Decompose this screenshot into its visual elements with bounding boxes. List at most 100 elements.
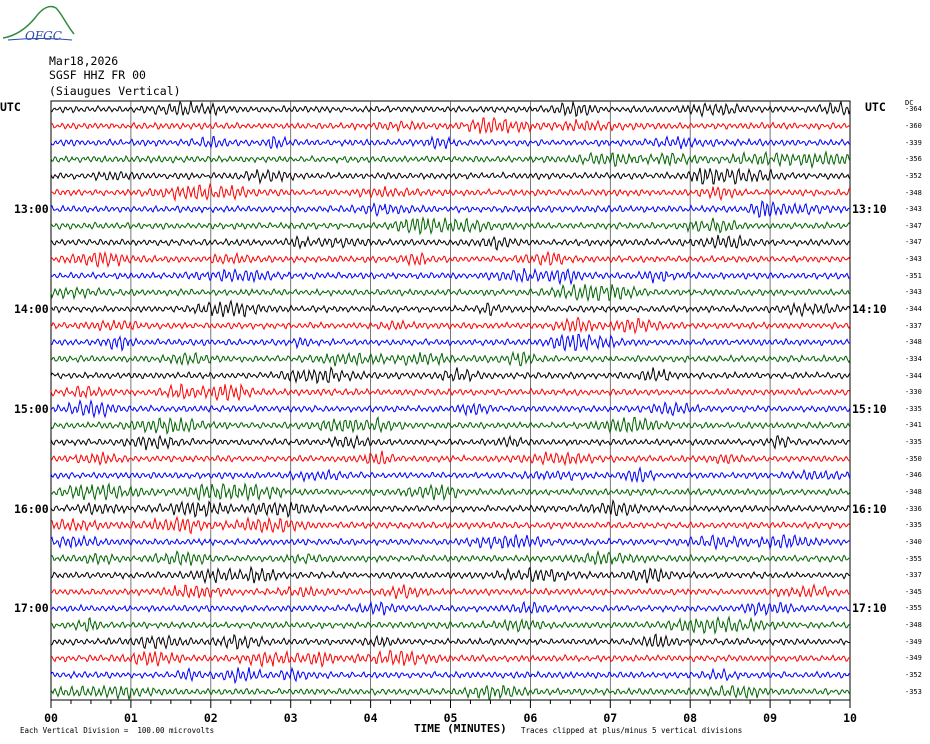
left-hour-label: 17:00	[14, 601, 49, 616]
seismic-trace-3	[50, 135, 851, 150]
x-tick-label: 01	[123, 711, 138, 725]
seismic-trace-8	[50, 215, 851, 236]
seismic-trace-10	[50, 250, 851, 269]
dc-offset-label: -360	[905, 121, 922, 130]
dc-offset-label: -337	[905, 571, 922, 580]
dc-offset-label: -347	[905, 238, 922, 247]
logo-text: OFGC	[25, 29, 62, 43]
station-location: (Siaugues Vertical)	[49, 84, 181, 98]
dc-offset-label: -348	[905, 621, 922, 630]
x-tick-label: 05	[443, 711, 458, 725]
x-tick-label: 07	[603, 711, 618, 725]
right-hour-label: 14:10	[852, 301, 887, 316]
clip-note: Traces clipped at plus/minus 5 vertical …	[521, 726, 743, 735]
dc-offset-label: -364	[905, 105, 922, 114]
dc-offset-label: -355	[905, 604, 922, 613]
dc-offset-label: -336	[905, 504, 922, 513]
x-tick-label: 10	[843, 711, 857, 725]
right-hour-label: 15:10	[852, 401, 887, 416]
seismic-trace-17	[50, 365, 851, 385]
seismic-trace-29	[50, 565, 851, 585]
dc-offset-label: -345	[905, 587, 922, 596]
station-code: SGSF HHZ FR 00	[49, 68, 146, 82]
dc-offset-label: -343	[905, 255, 922, 264]
seismic-trace-23	[50, 466, 851, 484]
seismic-trace-22	[50, 450, 850, 467]
left-hour-label: 14:00	[14, 301, 49, 316]
seismic-trace-21	[50, 434, 851, 451]
seismic-trace-12	[50, 283, 851, 303]
seismic-trace-20	[50, 416, 851, 436]
seismic-trace-24	[50, 482, 851, 502]
dc-offset-label: -337	[905, 321, 922, 330]
dc-offset-label: -341	[905, 421, 922, 430]
seismic-trace-14	[50, 316, 851, 335]
dc-offset-label: -348	[905, 338, 922, 347]
seismic-trace-4	[50, 149, 851, 170]
dc-offset-label: -340	[905, 537, 922, 546]
dc-offset-label: -349	[905, 654, 922, 663]
dc-offset-label: -344	[905, 371, 922, 380]
dc-offset-label: -339	[905, 138, 922, 147]
seismic-trace-18	[50, 382, 851, 402]
dc-offset-label: -334	[905, 354, 922, 363]
dc-offset-label: -349	[905, 637, 922, 646]
dc-offset-label: -350	[905, 454, 922, 463]
dc-offset-label: -330	[905, 388, 922, 397]
x-tick-label: 04	[363, 711, 378, 725]
dc-offset-label: -352	[905, 171, 922, 180]
x-tick-label: 08	[683, 711, 698, 725]
chart-date: Mar18,2026	[49, 54, 119, 68]
x-tick-label: 09	[763, 711, 778, 725]
seismic-trace-26	[50, 515, 851, 535]
seismic-trace-33	[50, 633, 851, 650]
dc-offset-label: -351	[905, 271, 922, 280]
x-tick-label: 06	[523, 711, 538, 725]
x-tick-label: 03	[283, 711, 298, 725]
seismic-trace-27	[50, 533, 851, 551]
seismic-trace-15	[50, 333, 851, 353]
seismic-trace-11	[50, 267, 851, 286]
right-hour-label: 17:10	[852, 601, 887, 616]
x-tick-label: 02	[203, 711, 218, 725]
seismic-trace-28	[50, 549, 850, 566]
x-axis-label: TIME (MINUTES)	[414, 722, 507, 735]
seismic-trace-1	[51, 100, 851, 118]
dc-offset-label: -356	[905, 155, 922, 164]
dc-offset-label: -347	[905, 221, 922, 230]
dc-header: DC	[905, 99, 914, 107]
seismic-trace-2	[50, 116, 851, 134]
left-hour-label: 13:00	[14, 202, 49, 217]
right-hour-label: 16:10	[852, 501, 887, 516]
dc-offset-label: -348	[905, 488, 922, 496]
seismic-trace-13	[50, 299, 851, 318]
dc-offset-label: -355	[905, 554, 922, 563]
dc-offset-label: -343	[905, 205, 922, 214]
seismic-trace-25	[50, 498, 851, 519]
dc-offset-label: -344	[905, 304, 922, 313]
seismic-trace-36	[50, 684, 851, 702]
dc-offset-label: -335	[905, 404, 922, 413]
seismic-trace-19	[50, 398, 851, 419]
seismic-trace-7	[50, 200, 851, 219]
dc-offset-label: -353	[905, 687, 922, 696]
seismic-trace-9	[50, 234, 851, 252]
seismic-trace-16	[50, 350, 851, 367]
dc-offset-label: -335	[905, 438, 922, 447]
seismic-trace-35	[50, 666, 851, 685]
seismic-trace-6	[50, 182, 851, 202]
seismic-trace-5	[50, 167, 851, 185]
seismic-trace-30	[50, 583, 851, 600]
dc-offset-label: -335	[905, 521, 922, 530]
ofgc-logo: OFGC	[2, 5, 75, 43]
scale-note: Each Vertical Division = 100.00 microvol…	[20, 726, 215, 735]
right-hour-label: 13:10	[852, 202, 887, 217]
dc-offset-label: -348	[905, 188, 922, 197]
left-axis-title: UTC	[0, 100, 21, 114]
right-axis-title: UTC	[865, 100, 886, 114]
x-tick-label: 00	[44, 711, 58, 725]
seismic-trace-32	[50, 615, 851, 636]
dc-offset-label: -352	[905, 671, 922, 680]
left-hour-label: 16:00	[14, 501, 49, 516]
